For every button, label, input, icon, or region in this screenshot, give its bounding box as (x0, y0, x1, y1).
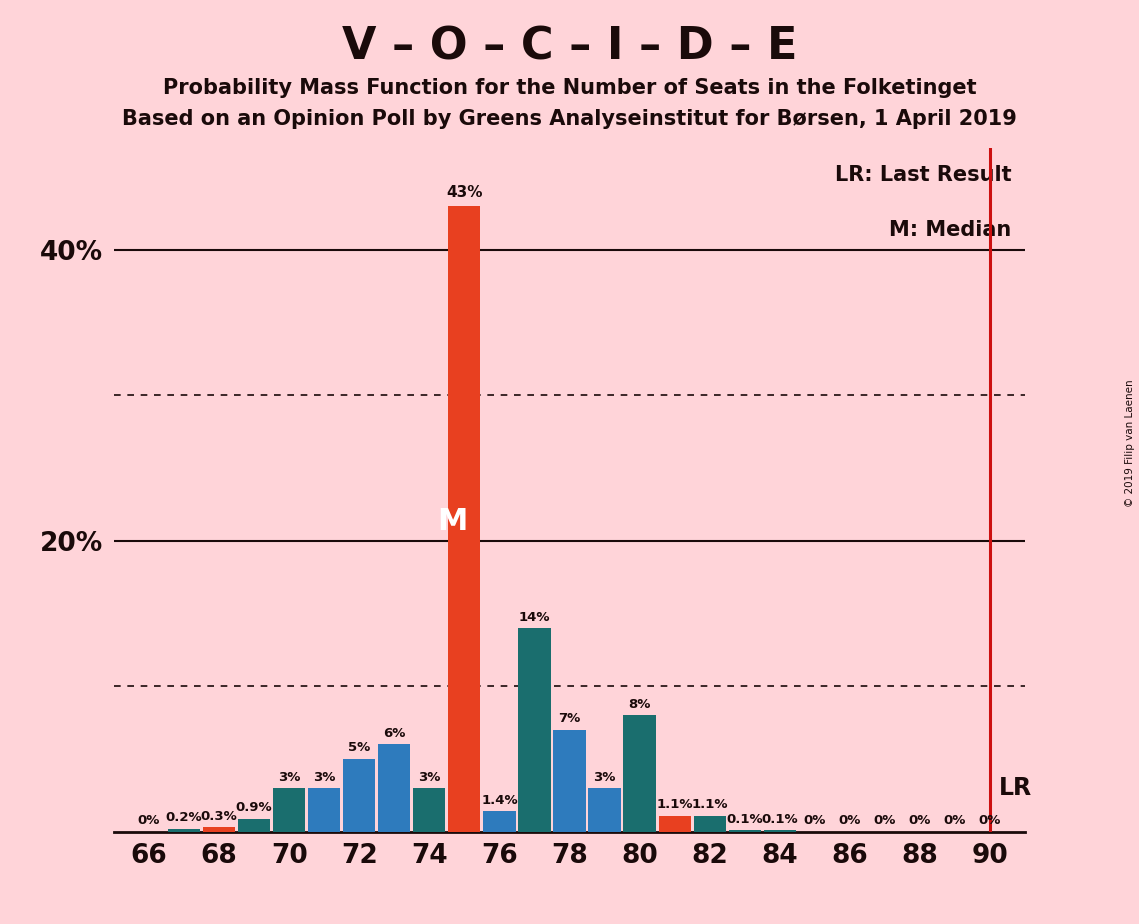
Text: 0.2%: 0.2% (165, 811, 203, 824)
Text: V – O – C – I – D – E: V – O – C – I – D – E (342, 26, 797, 69)
Text: 0.1%: 0.1% (727, 813, 763, 826)
Text: Probability Mass Function for the Number of Seats in the Folketinget: Probability Mass Function for the Number… (163, 78, 976, 98)
Bar (554, 730, 585, 832)
Text: 5%: 5% (349, 741, 370, 755)
Text: 0%: 0% (978, 814, 1001, 827)
Bar (449, 206, 481, 832)
Bar (413, 788, 445, 832)
Bar (589, 788, 621, 832)
Text: 0%: 0% (909, 814, 932, 827)
Text: LR: Last Result: LR: Last Result (835, 165, 1011, 185)
Text: 3%: 3% (313, 771, 335, 784)
Text: 3%: 3% (593, 771, 616, 784)
Text: 6%: 6% (383, 727, 405, 740)
Text: M: M (437, 507, 468, 536)
Text: 0%: 0% (804, 814, 826, 827)
Text: 1.1%: 1.1% (691, 798, 728, 811)
Text: 0%: 0% (944, 814, 966, 827)
Text: 1.1%: 1.1% (656, 798, 693, 811)
Bar (729, 830, 761, 832)
Bar (378, 745, 410, 832)
Bar (203, 827, 235, 832)
Bar (238, 819, 270, 832)
Text: LR: LR (999, 776, 1032, 800)
Bar (273, 788, 305, 832)
Text: 3%: 3% (278, 771, 301, 784)
Text: 1.4%: 1.4% (481, 794, 518, 807)
Text: 7%: 7% (558, 712, 581, 725)
Text: 43%: 43% (446, 185, 483, 201)
Text: 0%: 0% (874, 814, 896, 827)
Text: 0.9%: 0.9% (236, 801, 272, 814)
Bar (518, 628, 550, 832)
Bar (694, 816, 726, 832)
Text: 8%: 8% (629, 698, 650, 711)
Bar (308, 788, 341, 832)
Bar (167, 829, 200, 832)
Text: M: Median: M: Median (890, 220, 1011, 239)
Text: 3%: 3% (418, 771, 441, 784)
Text: 14%: 14% (518, 611, 550, 624)
Text: 0.3%: 0.3% (200, 809, 237, 823)
Text: Based on an Opinion Poll by Greens Analyseinstitut for Børsen, 1 April 2019: Based on an Opinion Poll by Greens Analy… (122, 109, 1017, 129)
Bar (343, 759, 376, 832)
Text: © 2019 Filip van Laenen: © 2019 Filip van Laenen (1125, 380, 1134, 507)
Bar (483, 811, 516, 832)
Text: 0.1%: 0.1% (762, 813, 798, 826)
Bar (623, 715, 656, 832)
Text: 0%: 0% (838, 814, 861, 827)
Bar (658, 816, 690, 832)
Text: 0%: 0% (138, 814, 161, 827)
Bar (763, 830, 796, 832)
